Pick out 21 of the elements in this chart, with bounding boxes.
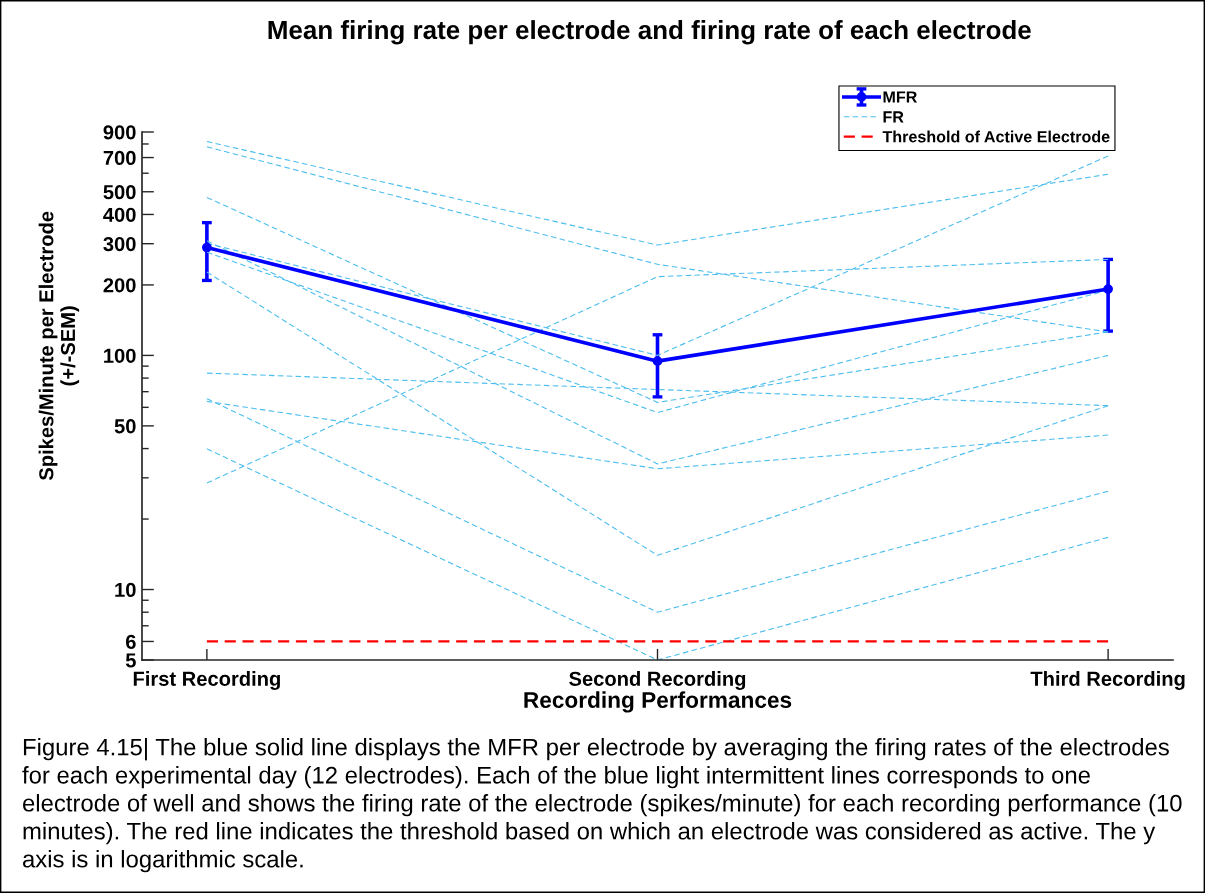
x-tick-label: First Recording — [133, 671, 280, 690]
legend-label: Threshold of Active Electrode — [882, 130, 1110, 143]
y-tick-label: 400 — [103, 207, 136, 222]
y-tick-label: 50 — [114, 419, 136, 434]
y-tick-label: 500 — [103, 185, 136, 200]
legend-label: FR — [883, 111, 904, 123]
y-tick-label: 6 — [125, 634, 136, 649]
chart-title: Mean firing rate per electrode and firing rate of each electrode — [268, 20, 1031, 45]
legend-label: MFR — [883, 91, 918, 103]
x-tick-label: Second Recording — [569, 671, 746, 690]
y-tick-label: 10 — [115, 582, 136, 598]
x-tick-label: Third Recording — [1030, 671, 1185, 690]
y-tick-label: 200 — [103, 278, 136, 293]
y-tick-label: 900 — [103, 125, 136, 140]
y-tick-label: 5 — [125, 653, 136, 668]
caption: Figure 4.15| The blue solid line displays the MFR per electrode by averaging the firing rates of the electrodes for each experimental day (12 electrodes). Each of the blue light intermittent lines corresponds to one electrode of well and shows the firing rate of the electrode (spikes/minute) for each recording performance (10 minutes). The red line indicates the threshold based on which an electrode was considered as active. The y axis is in logarithmic scale. — [22, 738, 1182, 873]
y-axis-title: Spikes/Minute per Electrode (+/-SEM) — [38, 211, 80, 481]
x-axis-title: Recording Performances — [524, 691, 792, 713]
y-tick-label: 100 — [104, 348, 136, 363]
y-tick-label: 700 — [103, 150, 136, 166]
y-tick-label: 300 — [103, 236, 136, 252]
